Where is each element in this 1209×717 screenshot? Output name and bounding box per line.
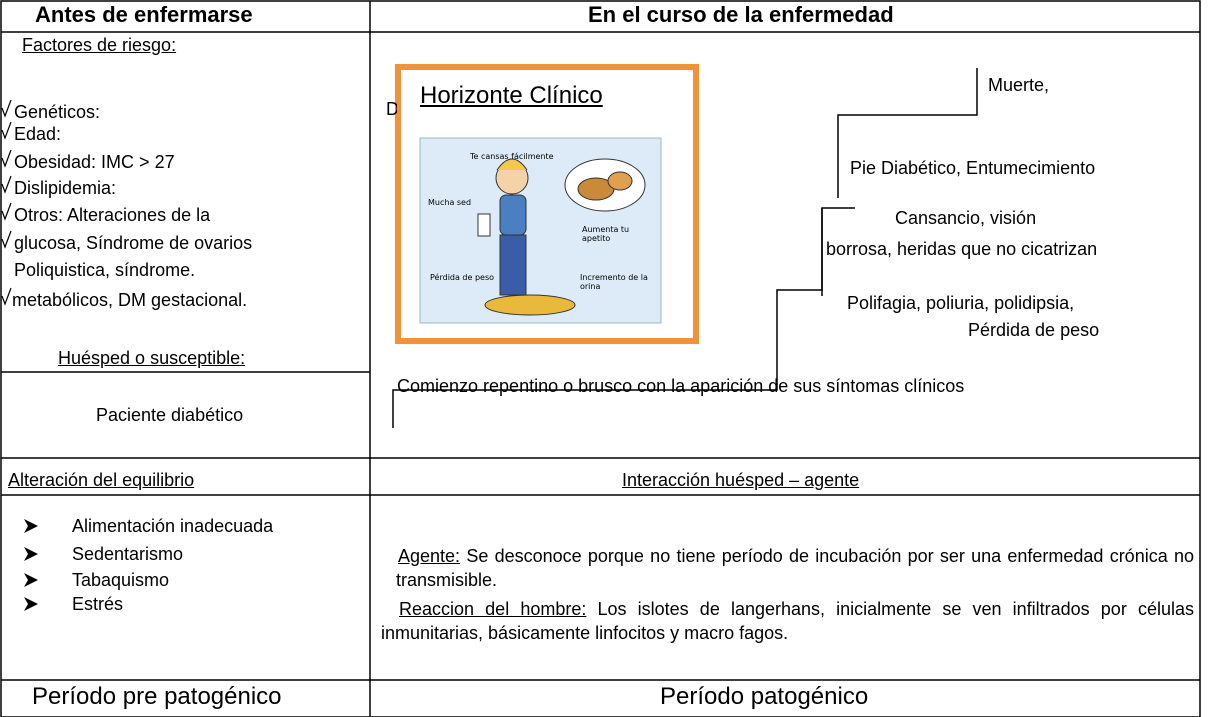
list-item: Edad: [14,124,62,144]
illustration-label: Pérdida de peso [430,273,495,282]
stage-text: Cansancio, visión [895,208,1037,228]
list-item: Poliquistica, síndrome. [14,260,196,280]
hidden-text: D [386,99,399,119]
row-title: Alteración del equilibrio [8,470,195,490]
illustration-label: Aumenta tu apetito [582,225,630,243]
row-title: Interacción huésped – agente [622,470,860,490]
agent-paragraph: Agente: Se desconoce porque no tiene per… [396,544,1194,592]
section-title: Huésped o susceptible: [58,348,246,368]
stage-text: Pie Diabético, Entumecimiento [850,158,1096,178]
label: Reaccion del hombre: [399,599,587,619]
text: Se desconoce porque no tiene período de … [396,546,1194,590]
illustration-label: Incremento de la orina [580,273,648,291]
list-item: Tabaquismo [72,570,170,590]
list-item: Estrés [72,594,124,614]
list-item: Alimentación inadecuada [72,516,274,536]
illustration-label: Mucha sed [428,198,472,207]
list-item: Otros: Alteraciones de la [14,205,211,225]
list-item: metabólicos, DM gestacional. [12,290,248,310]
header-left: Antes de enfermarse [35,2,253,27]
list-item: Obesidad: IMC > 27 [14,152,175,172]
stage-text: Pérdida de peso [968,320,1100,340]
stage-text: Muerte, [988,75,1050,95]
onset-text: Comienzo repentino o brusco con la apari… [397,376,965,396]
list-item: Dislipidemia: [14,178,117,198]
header-right: En el curso de la enfermedad [588,2,894,27]
list-item: Sedentarismo [72,544,184,564]
list-item: Genéticos: [14,102,101,122]
footer-left: Período pre patogénico [32,683,282,710]
label: Agente: [398,546,461,566]
reaction-paragraph: Reaccion del hombre: Los islotes de lang… [381,597,1194,645]
illustration-label: Te cansas fácilmente [470,152,554,161]
list-item: glucosa, Síndrome de ovarios [14,233,253,253]
footer-right: Período patogénico [660,683,869,710]
host-text: Paciente diabético [96,405,244,425]
section-title: Factores de riesgo: [22,35,177,55]
stage-text: borrosa, heridas que no cicatrizan [826,239,1098,259]
text: Los islotes de langerhans, inicialmente … [381,599,1194,643]
box-title: Horizonte Clínico [420,82,603,109]
stage-text: Polifagia, poliuria, polidipsia, [847,293,1075,313]
